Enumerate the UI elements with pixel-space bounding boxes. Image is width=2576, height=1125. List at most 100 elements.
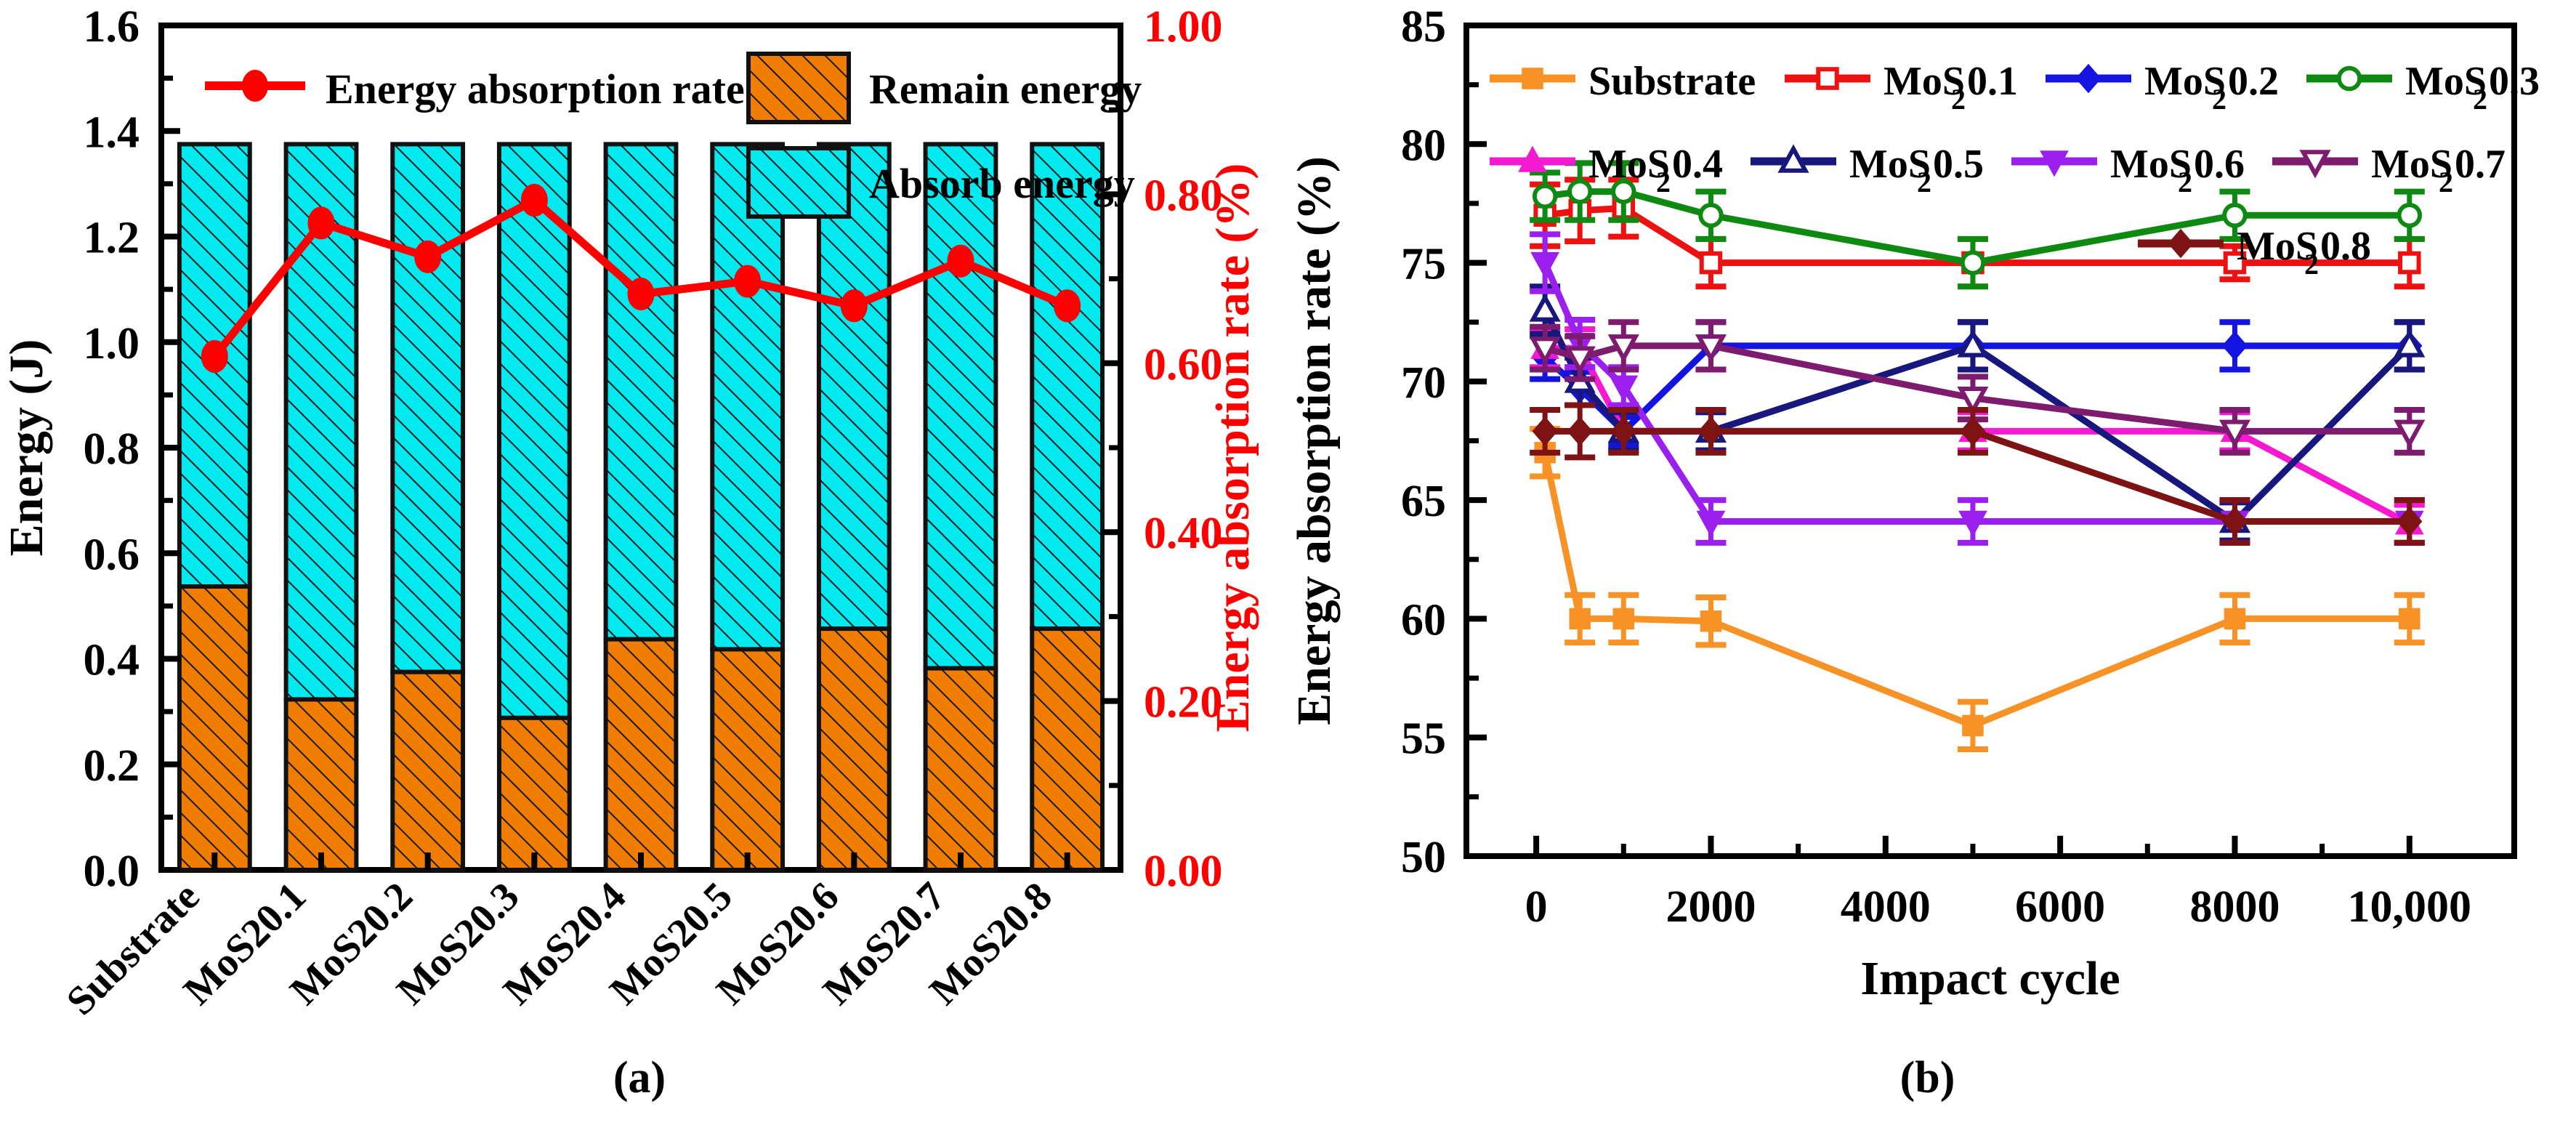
x-tick-label: 10,000 <box>2348 882 2472 932</box>
bar-remain-energy <box>177 584 252 872</box>
data-point-marker <box>1696 510 1726 537</box>
legend-label-absorb-energy: Absorb energy <box>869 160 1135 207</box>
series-line <box>1541 451 2410 730</box>
bar-absorb-energy <box>710 142 786 652</box>
series-mos2-0-7 <box>1529 319 2426 456</box>
y-tick-label-right: 1.00 <box>1144 2 1223 52</box>
y-tick-label-left: 1.4 <box>84 108 140 157</box>
panel-b-chart: 50 55 60 65 70 75 80 85 Energy absorption rate (… <box>1288 2 2540 1005</box>
legend-label: MoS <box>1588 142 1670 187</box>
legend-label-subscript: 2 <box>2304 248 2319 281</box>
panel-a-chart: 0.0 0.2 0.4 0.6 0.8 1.0 1.2 1.4 1.6 Energy (J) 0.0… <box>0 2 1259 1024</box>
legend-circle-marker-icon <box>242 70 268 102</box>
data-point-marker <box>2397 203 2423 228</box>
bar-remain-energy <box>496 715 572 873</box>
data-point-marker <box>2394 328 2426 358</box>
y-tick-label: 55 <box>1401 714 1446 764</box>
y-tick-label-left: 0.6 <box>84 530 140 579</box>
bar-absorb-energy <box>603 142 679 642</box>
data-point-marker <box>1532 416 1558 446</box>
legend-label: MoS <box>2110 142 2192 187</box>
y-tick-label: 75 <box>1401 240 1446 289</box>
legend-marker-icon <box>1777 144 1809 173</box>
data-point-marker <box>1530 251 1560 278</box>
y-tick-label: 65 <box>1401 477 1446 526</box>
data-point-marker <box>1960 416 1986 446</box>
data-point-marker <box>307 206 335 240</box>
legend-label-suffix: 0.4 <box>1672 142 1723 187</box>
legend-label-suffix: 0.8 <box>2320 224 2371 269</box>
y-tick-label-right: 0.20 <box>1144 678 1223 727</box>
legend-label-suffix: 0.6 <box>2194 142 2245 187</box>
data-point-marker <box>1532 183 1558 209</box>
data-point-marker <box>1607 334 1639 363</box>
panel-b: 50 55 60 65 70 75 80 85 Energy absorption rate (… <box>1279 0 2576 1125</box>
legend-label: MoS <box>2371 142 2452 187</box>
y-axis-title: Energy absorption rate (%) <box>1288 156 1341 725</box>
data-point-marker <box>2223 251 2247 275</box>
y-tick-label-left: 0.2 <box>84 741 140 791</box>
legend-label-suffix: 0.3 <box>2489 59 2540 104</box>
panel-a-plot-area <box>158 23 1123 873</box>
legend-marker-icon <box>1522 68 1543 89</box>
data-point-marker <box>840 289 868 323</box>
y-tick-label-left: 1.2 <box>84 214 140 263</box>
legend-label: MoS <box>2405 59 2487 104</box>
y-tick-label-right: 0.80 <box>1144 171 1223 220</box>
data-point-marker <box>2218 419 2251 448</box>
data-point-marker <box>1958 510 1987 537</box>
data-point-marker <box>2394 419 2426 448</box>
y-tick-label-right: 0.00 <box>1144 847 1223 896</box>
x-tick-label: 4000 <box>1841 882 1931 932</box>
x-tick-label: 2000 <box>1665 882 1756 932</box>
data-point-marker <box>1610 416 1636 446</box>
data-point-marker <box>2399 608 2420 630</box>
y-tick-label: 80 <box>1401 121 1446 170</box>
bar-remain-energy <box>283 697 359 873</box>
bar-remain-energy <box>923 666 998 872</box>
x-tick-label: Substrate <box>58 874 209 1024</box>
y-axis-right: 0.00 0.20 0.40 0.60 0.80 1.00 <box>1102 2 1223 896</box>
y-axis-title-right: Energy absorption rate (%) <box>1206 164 1259 733</box>
y-tick-label-right: 0.40 <box>1144 509 1223 558</box>
data-point-marker <box>1609 375 1639 402</box>
y-axis: 50 55 60 65 70 75 80 85 <box>1401 2 1487 882</box>
bar-remain-energy <box>710 647 786 872</box>
data-point-marker <box>2222 203 2248 228</box>
series-substrate <box>1530 426 2425 753</box>
y-tick-label: 85 <box>1401 2 1446 52</box>
legend-marker-icon <box>2075 63 2101 94</box>
data-point-marker <box>627 278 655 311</box>
data-point-marker <box>1699 251 1723 275</box>
series-mos2-0-8 <box>1530 402 2425 546</box>
x-tick-label: 6000 <box>2015 882 2105 932</box>
legend-label-suffix: 0.2 <box>2228 59 2279 104</box>
y-tick-label-left: 0.8 <box>84 424 140 474</box>
y-tick-label-left: 0.4 <box>84 636 140 685</box>
x-tick-label: 0 <box>1525 882 1548 932</box>
data-point-marker <box>1611 179 1636 204</box>
legend-label: Substrate <box>1588 59 1756 104</box>
legend-label: MoS <box>1849 142 1931 187</box>
y-tick-label: 50 <box>1401 833 1446 882</box>
data-point-marker <box>1567 179 1593 204</box>
legend-label: MoS <box>2144 59 2226 104</box>
data-point-marker <box>1698 203 1724 228</box>
legend-label-suffix: 0.1 <box>1967 59 2018 104</box>
panel-a-caption: (a) <box>613 1053 666 1102</box>
bar-remain-energy <box>1030 626 1105 872</box>
legend-label-subscript: 2 <box>1656 166 1671 198</box>
legend-marker-icon <box>1816 67 1839 90</box>
legend-label-subscript: 2 <box>1917 166 1931 198</box>
data-point-marker <box>1564 346 1596 375</box>
bar-remain-energy <box>816 626 892 872</box>
bar-remain-energy <box>603 637 679 872</box>
data-point-marker <box>734 265 762 298</box>
y-tick-label-left: 1.0 <box>84 319 140 368</box>
data-point-marker <box>201 340 228 374</box>
legend-label-remain-energy: Remain energy <box>869 65 1142 113</box>
legend-label-subscript: 2 <box>2212 83 2226 116</box>
legend-label: MoS <box>2237 224 2318 269</box>
